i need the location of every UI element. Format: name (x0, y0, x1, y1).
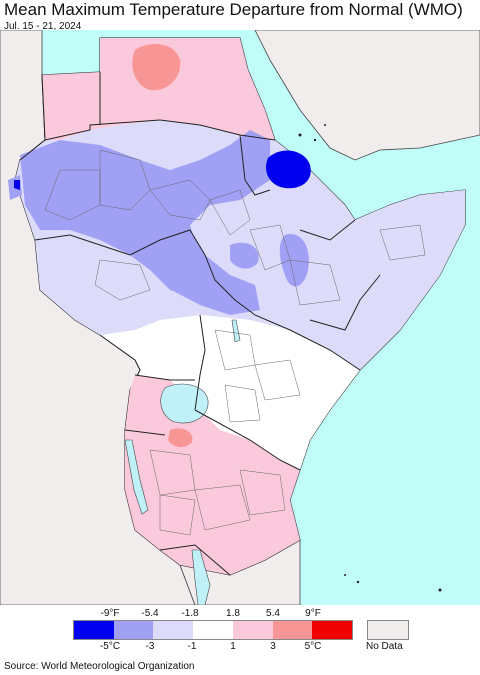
legend-f-label: -9°F (100, 608, 120, 619)
map-area (0, 30, 480, 605)
cold-anomaly-eritrea (265, 150, 311, 189)
source-credit: Source: World Meteorological Organizatio… (4, 661, 195, 672)
date-range: Jul. 15 - 21, 2024 (4, 21, 82, 32)
admin-borders (44, 149, 426, 536)
cool-anomaly-ethiopia (279, 234, 309, 287)
legend-c-label: -5°C (99, 641, 121, 652)
legend-f-label: 5.4 (266, 608, 280, 619)
legend-swatch (74, 621, 114, 639)
warm-anomaly-tanzania (125, 375, 300, 575)
legend-swatch (113, 621, 154, 639)
lake-malawi (191, 549, 211, 605)
legend-swatch (232, 621, 273, 639)
legend-swatch (153, 621, 194, 639)
legend-c-label: -3 (145, 641, 155, 652)
arabian-peninsula (254, 30, 480, 161)
cool-anomaly-south-sudan (160, 225, 260, 315)
warm-anomaly-core-tanzania (168, 428, 193, 448)
legend-f-label: -5.4 (141, 608, 159, 619)
lake-tanganyika (124, 439, 149, 515)
cool-anomaly-somalia (345, 190, 465, 350)
neutral-kenya-uganda (195, 315, 360, 470)
legend-c-label: 3 (270, 641, 276, 652)
legend-f-label: 9°F (305, 608, 321, 619)
cool-anomaly-ethiopia-west (230, 242, 259, 269)
temperature-departure-map (0, 30, 480, 605)
legend-swatch (312, 621, 353, 639)
legend-no-data-label: No Data (366, 641, 403, 652)
lake-victoria (160, 383, 209, 424)
legend-no-data-swatch (367, 620, 409, 640)
legend-swatch (272, 621, 313, 639)
legend-color-bar (73, 620, 353, 640)
cold-anomaly-west-edge (14, 180, 20, 190)
red-sea-islands (298, 124, 442, 592)
legend-swatch (193, 621, 233, 639)
legend-c-label: -1 (187, 641, 197, 652)
legend-f-label: 1.8 (226, 608, 240, 619)
legend: -9°F -5.4 -1.8 1.8 5.4 9°F -5°C -3 -1 1 … (0, 605, 480, 655)
legend-f-label: -1.8 (181, 608, 199, 619)
country-borders (19, 72, 381, 576)
lake-turkana (231, 319, 241, 343)
legend-c-label: 5°C (304, 641, 322, 652)
map-title: Mean Maximum Temperature Departure from … (4, 0, 463, 19)
legend-c-label: 1 (230, 641, 236, 652)
warm-anomaly-core-north (132, 44, 181, 91)
